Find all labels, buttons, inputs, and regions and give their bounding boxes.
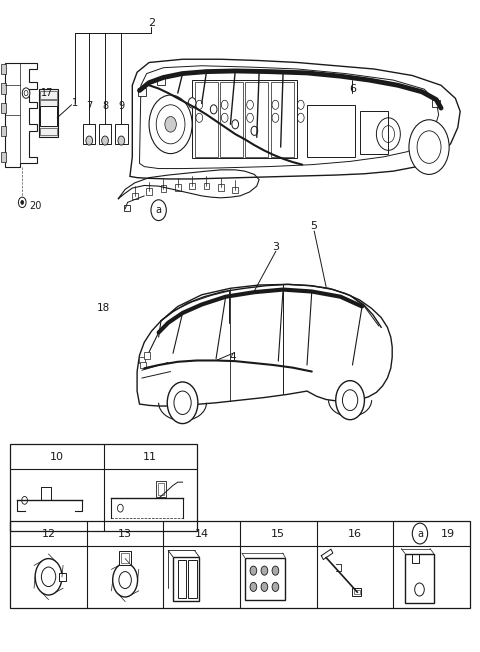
Bar bbox=[115, 125, 128, 144]
Bar bbox=[405, 554, 434, 602]
Bar bbox=[157, 483, 164, 495]
Text: 3: 3 bbox=[272, 242, 279, 252]
Bar bbox=[10, 445, 197, 531]
Bar bbox=[39, 89, 58, 138]
Circle shape bbox=[151, 200, 166, 220]
Bar bbox=[157, 78, 165, 85]
Text: 14: 14 bbox=[195, 529, 209, 539]
Circle shape bbox=[22, 88, 30, 98]
Bar bbox=[0, 152, 6, 162]
Bar bbox=[40, 128, 57, 136]
Bar bbox=[132, 192, 138, 199]
Circle shape bbox=[165, 117, 176, 132]
Circle shape bbox=[336, 381, 364, 420]
Bar bbox=[120, 551, 131, 565]
Text: 15: 15 bbox=[271, 529, 285, 539]
Text: 20: 20 bbox=[29, 201, 41, 211]
Text: 5: 5 bbox=[311, 222, 318, 231]
Bar bbox=[188, 560, 197, 598]
Bar bbox=[189, 183, 195, 189]
Bar bbox=[271, 82, 294, 157]
Text: 10: 10 bbox=[50, 452, 64, 462]
Text: 12: 12 bbox=[41, 529, 56, 539]
Bar bbox=[0, 126, 6, 136]
Bar bbox=[10, 521, 470, 608]
Bar bbox=[173, 557, 199, 601]
Circle shape bbox=[232, 120, 239, 129]
Circle shape bbox=[250, 582, 257, 591]
Circle shape bbox=[102, 136, 108, 145]
Bar bbox=[124, 205, 130, 211]
Bar bbox=[220, 82, 243, 157]
Text: a: a bbox=[417, 529, 423, 539]
Bar bbox=[156, 481, 166, 497]
Bar bbox=[0, 64, 6, 74]
Bar bbox=[354, 590, 360, 594]
Bar bbox=[432, 100, 440, 108]
Circle shape bbox=[272, 566, 279, 575]
Bar bbox=[40, 106, 57, 126]
Bar bbox=[40, 91, 57, 99]
Bar bbox=[204, 183, 209, 189]
Circle shape bbox=[250, 566, 257, 575]
Text: 16: 16 bbox=[348, 529, 362, 539]
Text: a: a bbox=[156, 205, 162, 215]
Circle shape bbox=[272, 582, 279, 591]
Bar bbox=[40, 119, 57, 126]
Text: 13: 13 bbox=[118, 529, 132, 539]
Text: 9: 9 bbox=[118, 101, 124, 111]
Circle shape bbox=[86, 136, 93, 145]
Bar bbox=[83, 125, 96, 144]
Text: 2: 2 bbox=[148, 18, 155, 29]
Text: 17: 17 bbox=[41, 88, 54, 98]
Bar bbox=[175, 184, 180, 190]
Bar bbox=[160, 185, 166, 192]
Circle shape bbox=[261, 582, 268, 591]
Circle shape bbox=[118, 136, 125, 145]
Text: 19: 19 bbox=[441, 529, 456, 539]
Bar bbox=[360, 111, 388, 154]
Circle shape bbox=[21, 200, 24, 204]
Circle shape bbox=[251, 126, 258, 136]
Bar bbox=[146, 188, 152, 194]
Text: 1: 1 bbox=[72, 98, 78, 108]
Circle shape bbox=[261, 566, 268, 575]
Circle shape bbox=[412, 523, 428, 544]
Bar bbox=[139, 357, 145, 363]
Bar bbox=[194, 82, 217, 157]
Text: 6: 6 bbox=[349, 83, 356, 93]
Bar bbox=[232, 186, 238, 193]
Bar bbox=[0, 103, 6, 113]
Circle shape bbox=[210, 105, 217, 114]
Bar bbox=[352, 588, 361, 596]
Text: 7: 7 bbox=[86, 101, 92, 111]
Bar bbox=[40, 100, 57, 108]
Bar bbox=[141, 362, 146, 368]
Text: 8: 8 bbox=[102, 101, 108, 111]
Circle shape bbox=[188, 98, 196, 108]
Bar bbox=[245, 82, 268, 157]
Bar bbox=[59, 573, 66, 581]
Bar bbox=[121, 554, 129, 563]
Bar bbox=[144, 352, 150, 359]
Text: 18: 18 bbox=[97, 303, 110, 313]
Circle shape bbox=[409, 120, 449, 174]
Bar bbox=[307, 105, 355, 157]
Bar bbox=[178, 560, 186, 598]
Bar bbox=[245, 557, 286, 600]
Bar bbox=[138, 88, 146, 96]
Bar bbox=[0, 83, 6, 94]
Bar bbox=[192, 80, 298, 158]
Text: 11: 11 bbox=[143, 452, 157, 462]
Bar bbox=[40, 110, 57, 117]
Text: 4: 4 bbox=[229, 352, 236, 363]
Bar bbox=[218, 184, 224, 190]
Bar bbox=[99, 125, 111, 144]
Circle shape bbox=[167, 382, 198, 424]
